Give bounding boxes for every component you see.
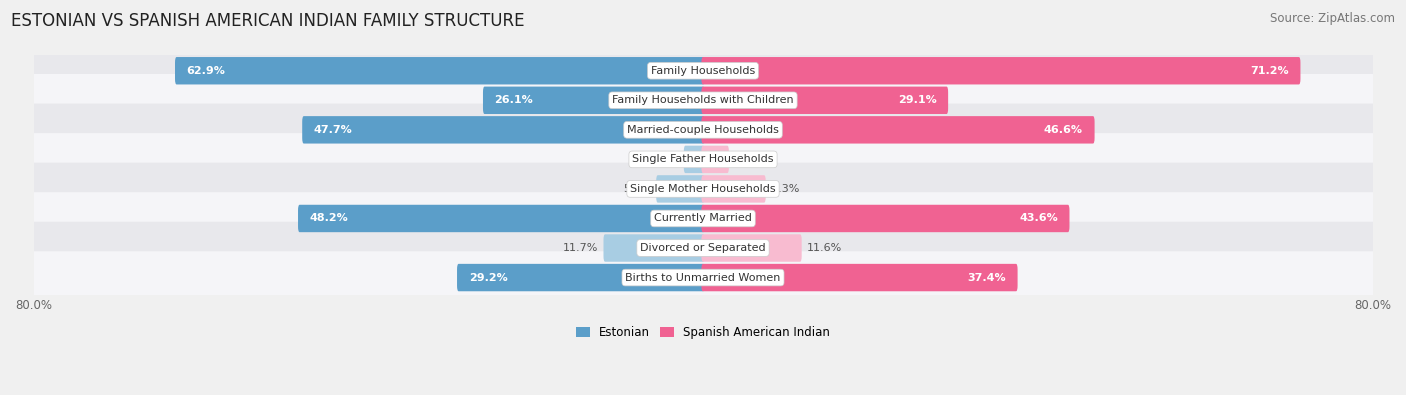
Text: Family Households with Children: Family Households with Children bbox=[612, 95, 794, 105]
Text: 2.9%: 2.9% bbox=[734, 154, 762, 164]
FancyBboxPatch shape bbox=[702, 87, 948, 114]
FancyBboxPatch shape bbox=[30, 133, 1376, 186]
FancyBboxPatch shape bbox=[702, 175, 766, 203]
Text: 37.4%: 37.4% bbox=[967, 273, 1005, 282]
FancyBboxPatch shape bbox=[457, 264, 704, 291]
FancyBboxPatch shape bbox=[302, 116, 704, 143]
FancyBboxPatch shape bbox=[30, 45, 1376, 97]
Text: 62.9%: 62.9% bbox=[187, 66, 225, 76]
FancyBboxPatch shape bbox=[30, 103, 1376, 156]
Text: 47.7%: 47.7% bbox=[314, 125, 353, 135]
Text: Married-couple Households: Married-couple Households bbox=[627, 125, 779, 135]
Text: 43.6%: 43.6% bbox=[1019, 213, 1057, 224]
FancyBboxPatch shape bbox=[30, 251, 1376, 304]
FancyBboxPatch shape bbox=[657, 175, 704, 203]
FancyBboxPatch shape bbox=[30, 192, 1376, 245]
FancyBboxPatch shape bbox=[484, 87, 704, 114]
Text: Divorced or Separated: Divorced or Separated bbox=[640, 243, 766, 253]
FancyBboxPatch shape bbox=[702, 234, 801, 262]
Text: 7.3%: 7.3% bbox=[770, 184, 799, 194]
FancyBboxPatch shape bbox=[702, 57, 1301, 85]
Text: Family Households: Family Households bbox=[651, 66, 755, 76]
Text: 71.2%: 71.2% bbox=[1250, 66, 1289, 76]
Text: Single Mother Households: Single Mother Households bbox=[630, 184, 776, 194]
Text: 46.6%: 46.6% bbox=[1043, 125, 1083, 135]
Text: ESTONIAN VS SPANISH AMERICAN INDIAN FAMILY STRUCTURE: ESTONIAN VS SPANISH AMERICAN INDIAN FAMI… bbox=[11, 12, 524, 30]
Text: Births to Unmarried Women: Births to Unmarried Women bbox=[626, 273, 780, 282]
Text: 5.4%: 5.4% bbox=[623, 184, 651, 194]
Text: 11.7%: 11.7% bbox=[562, 243, 599, 253]
Text: 29.2%: 29.2% bbox=[468, 273, 508, 282]
FancyBboxPatch shape bbox=[702, 146, 728, 173]
Text: Single Father Households: Single Father Households bbox=[633, 154, 773, 164]
Text: 48.2%: 48.2% bbox=[309, 213, 349, 224]
Text: 2.1%: 2.1% bbox=[651, 154, 679, 164]
FancyBboxPatch shape bbox=[702, 264, 1018, 291]
FancyBboxPatch shape bbox=[702, 116, 1095, 143]
Legend: Estonian, Spanish American Indian: Estonian, Spanish American Indian bbox=[572, 322, 834, 342]
FancyBboxPatch shape bbox=[30, 222, 1376, 274]
FancyBboxPatch shape bbox=[30, 74, 1376, 126]
FancyBboxPatch shape bbox=[174, 57, 704, 85]
Text: Source: ZipAtlas.com: Source: ZipAtlas.com bbox=[1270, 12, 1395, 25]
Text: 11.6%: 11.6% bbox=[807, 243, 842, 253]
Text: 29.1%: 29.1% bbox=[898, 95, 936, 105]
FancyBboxPatch shape bbox=[683, 146, 704, 173]
FancyBboxPatch shape bbox=[603, 234, 704, 262]
Text: 26.1%: 26.1% bbox=[495, 95, 533, 105]
Text: Currently Married: Currently Married bbox=[654, 213, 752, 224]
FancyBboxPatch shape bbox=[702, 205, 1070, 232]
FancyBboxPatch shape bbox=[30, 163, 1376, 215]
FancyBboxPatch shape bbox=[298, 205, 704, 232]
